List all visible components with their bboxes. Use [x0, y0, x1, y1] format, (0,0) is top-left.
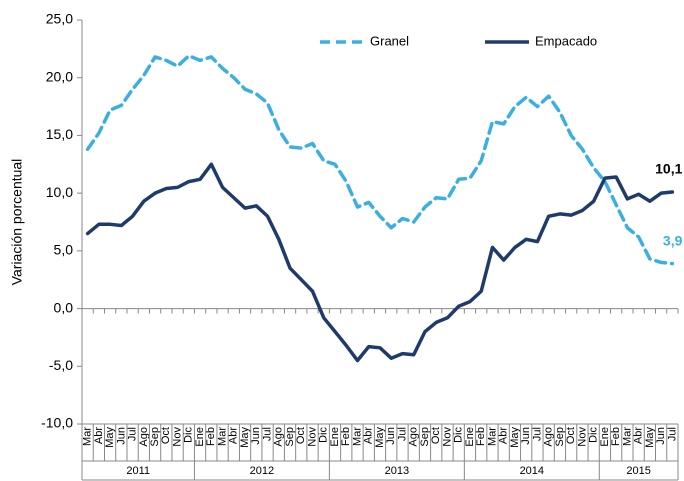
x-tick-label: Mar — [621, 427, 633, 446]
line-0 — [85, 54, 675, 266]
y-tick-label: 15,0 — [46, 126, 73, 142]
x-tick-label: Jul — [531, 427, 543, 441]
x-tick-label: Mar — [486, 427, 498, 446]
x-tick-label: Feb — [205, 427, 217, 446]
year-label: 2012 — [250, 465, 274, 477]
y-tick-label: 0,0 — [54, 299, 74, 315]
x-tick-label: Ago — [543, 427, 555, 447]
value-label: 10,1 — [655, 161, 682, 177]
legend-label: Granel — [370, 33, 409, 48]
x-tick-label: Mar — [351, 427, 363, 446]
year-label: 2014 — [520, 465, 544, 477]
x-tick-label: May — [104, 427, 116, 448]
x-tick-label: Feb — [475, 427, 487, 446]
x-tick-label: Nov — [441, 427, 453, 447]
x-tick-label: Oct — [160, 427, 172, 444]
x-tick-label: May — [644, 427, 656, 448]
x-tick-label: Oct — [565, 427, 577, 444]
x-tick-label: Feb — [610, 427, 622, 446]
x-tick-label: Dic — [588, 427, 600, 443]
x-tick-label: Nov — [576, 427, 588, 447]
y-tick-label: 25,0 — [46, 11, 73, 27]
x-tick-label: Dic — [318, 427, 330, 443]
x-tick-label: May — [509, 427, 521, 448]
x-tick-label: Ene — [194, 427, 206, 447]
x-tick-label: Jun — [115, 427, 127, 445]
year-label: 2011 — [126, 465, 150, 477]
x-tick-label: Ene — [329, 427, 341, 447]
x-tick-label: Nov — [171, 427, 183, 447]
x-tick-label: Jul — [127, 427, 139, 441]
x-tick-label: Feb — [340, 427, 352, 446]
x-tick-label: Ene — [599, 427, 611, 447]
x-tick-label: Abr — [633, 427, 645, 444]
value-label: 3,9 — [663, 232, 683, 248]
x-tick-label: Dic — [453, 427, 465, 443]
x-tick-label: Jun — [655, 427, 667, 445]
y-tick-label: 10,0 — [46, 184, 73, 200]
y-axis-title: Variación porcentual — [9, 159, 25, 286]
x-tick-label: Ago — [138, 427, 150, 447]
legend-label: Empacado — [535, 33, 597, 48]
x-tick-label: Sep — [419, 427, 431, 447]
x-tick-label: Jul — [261, 427, 273, 441]
y-tick-label: 20,0 — [46, 68, 73, 84]
x-tick-label: Sep — [284, 427, 296, 447]
x-tick-label: Abr — [498, 427, 510, 444]
x-tick-label: Mar — [82, 427, 94, 446]
x-tick-label: Ago — [273, 427, 285, 447]
x-tick-label: Sep — [149, 427, 161, 447]
x-tick-label: May — [374, 427, 386, 448]
x-tick-label: Sep — [554, 427, 566, 447]
x-tick-label: Jun — [385, 427, 397, 445]
x-tick-label: Mar — [216, 427, 228, 446]
x-tick-label: Abr — [93, 427, 105, 444]
year-label: 2015 — [626, 465, 650, 477]
x-tick-label: Jun — [250, 427, 262, 445]
x-tick-label: Jul — [666, 427, 678, 441]
x-tick-label: Dic — [183, 427, 195, 443]
x-tick-label: Abr — [363, 427, 375, 444]
x-tick-label: Jun — [520, 427, 532, 445]
y-tick-label: -10,0 — [41, 415, 73, 431]
x-tick-label: Abr — [228, 427, 240, 444]
x-tick-label: May — [239, 427, 251, 448]
x-tick-label: Ene — [464, 427, 476, 447]
x-tick-label: Nov — [306, 427, 318, 447]
y-tick-label: 5,0 — [54, 242, 74, 258]
year-label: 2013 — [385, 465, 409, 477]
line-1 — [85, 162, 675, 363]
x-tick-label: Jul — [396, 427, 408, 441]
x-tick-label: Oct — [430, 427, 442, 444]
x-tick-label: Oct — [295, 427, 307, 444]
y-tick-label: -5,0 — [49, 357, 73, 373]
x-tick-label: Ago — [408, 427, 420, 447]
